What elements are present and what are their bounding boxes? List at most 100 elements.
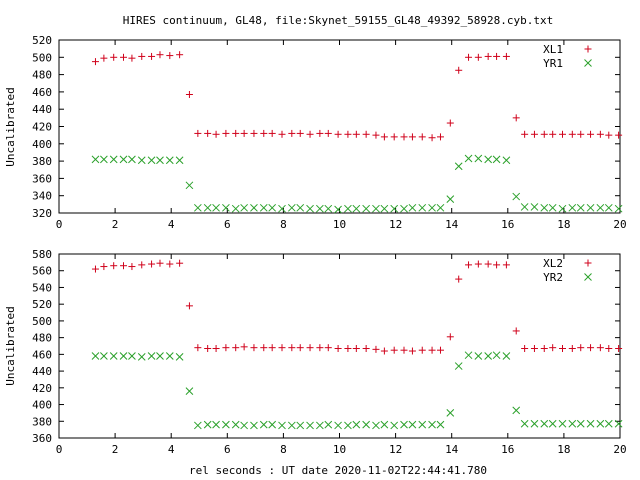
y-tick-label: 440 (32, 365, 52, 378)
cross-point (109, 352, 118, 360)
plot-frame (58, 39, 621, 214)
plus-point (596, 344, 604, 352)
plus-point (120, 262, 128, 270)
plus-point (568, 130, 576, 138)
cross-point (352, 204, 361, 213)
marker-stroke (362, 204, 371, 213)
x-tick-label: 12 (389, 443, 402, 456)
chart-title: HIRES continuum, GL48, file:Skynet_59155… (123, 14, 553, 27)
marker-stroke (287, 203, 296, 212)
marker-stroke (306, 204, 314, 213)
cross-point (100, 155, 108, 164)
marker-stroke (568, 419, 577, 428)
plus-point (316, 344, 324, 352)
plus-point (558, 130, 566, 138)
y-tick-label: 400 (32, 138, 52, 151)
cross-point (492, 155, 501, 164)
marker-stroke (268, 420, 277, 429)
x-tick-label: 8 (280, 443, 287, 456)
plus-point (549, 344, 557, 352)
cross-point (512, 192, 521, 201)
cross-point (109, 155, 118, 164)
legend-label: XL2 (543, 257, 563, 270)
plus-point (465, 53, 473, 61)
plus-point (587, 344, 595, 352)
cross-point (231, 420, 240, 429)
cross-point (268, 420, 277, 429)
plus-point (148, 260, 156, 268)
plus-point (120, 53, 128, 61)
marker-stroke (512, 406, 521, 415)
cross-point (100, 352, 108, 360)
marker-stroke (596, 203, 605, 212)
plus-point (288, 344, 296, 352)
marker-stroke (584, 273, 592, 281)
cross-point (446, 409, 455, 417)
marker-stroke (259, 203, 268, 212)
cross-point (408, 203, 417, 212)
plus-point (615, 345, 623, 353)
marker-stroke (428, 203, 436, 212)
cross-point (586, 419, 595, 428)
plus-point (100, 54, 108, 62)
plus-point (316, 129, 324, 137)
y-tick-label: 460 (32, 86, 52, 99)
marker-stroke (185, 181, 194, 190)
cross-point (576, 203, 585, 212)
marker-stroke (278, 421, 286, 430)
marker-stroke (109, 155, 118, 164)
plus-point (156, 51, 164, 59)
marker-stroke (137, 156, 146, 165)
plus-point (512, 114, 520, 122)
plus-point (596, 130, 604, 138)
cross-point (604, 203, 613, 212)
plus-point (222, 129, 230, 137)
plus-point (176, 51, 184, 59)
marker-stroke (492, 155, 501, 164)
cross-point (91, 155, 100, 164)
marker-stroke (240, 421, 248, 430)
marker-stroke (446, 409, 455, 417)
plus-point (493, 52, 501, 60)
marker-stroke (408, 203, 417, 212)
cross-point (296, 203, 305, 212)
plus-point (400, 133, 408, 141)
y-tick-label: 400 (32, 399, 52, 412)
cross-point (334, 421, 342, 430)
legend-label: XL1 (543, 43, 563, 56)
plus-point (306, 344, 314, 352)
plus-point (138, 52, 146, 60)
marker-stroke (250, 203, 258, 212)
plus-point (502, 261, 510, 269)
y-tick-label: 420 (32, 382, 52, 395)
cross-point (474, 154, 483, 163)
plus-point (465, 261, 473, 269)
y-tick-label: 480 (32, 69, 52, 82)
plus-point (390, 346, 398, 354)
top-plot-panel: 0 2 4 6 8 10 12 14 16 18 20 320 340 360 380 400 420 440 46… (4, 34, 627, 231)
plus-point (502, 52, 510, 60)
x-tick-label: 16 (501, 218, 514, 231)
cross-point (119, 352, 128, 360)
marker-stroke (492, 351, 501, 360)
marker-stroke (203, 420, 212, 429)
cross-point (316, 204, 324, 213)
marker-stroke (278, 204, 286, 213)
cross-point (222, 203, 230, 212)
cross-point (165, 352, 174, 360)
legend-marker (584, 259, 592, 267)
marker-stroke (259, 420, 268, 429)
marker-stroke (540, 419, 549, 428)
plus-point (484, 52, 492, 60)
cross-point (568, 419, 577, 428)
cross-point (558, 419, 567, 428)
marker-stroke (193, 421, 202, 430)
x-tick-label: 0 (56, 218, 63, 231)
marker-stroke (520, 203, 529, 211)
plus-point (260, 344, 268, 352)
plus-point (408, 133, 416, 141)
cross-point (614, 204, 623, 213)
marker-stroke (165, 352, 174, 360)
plus-point (362, 130, 370, 138)
